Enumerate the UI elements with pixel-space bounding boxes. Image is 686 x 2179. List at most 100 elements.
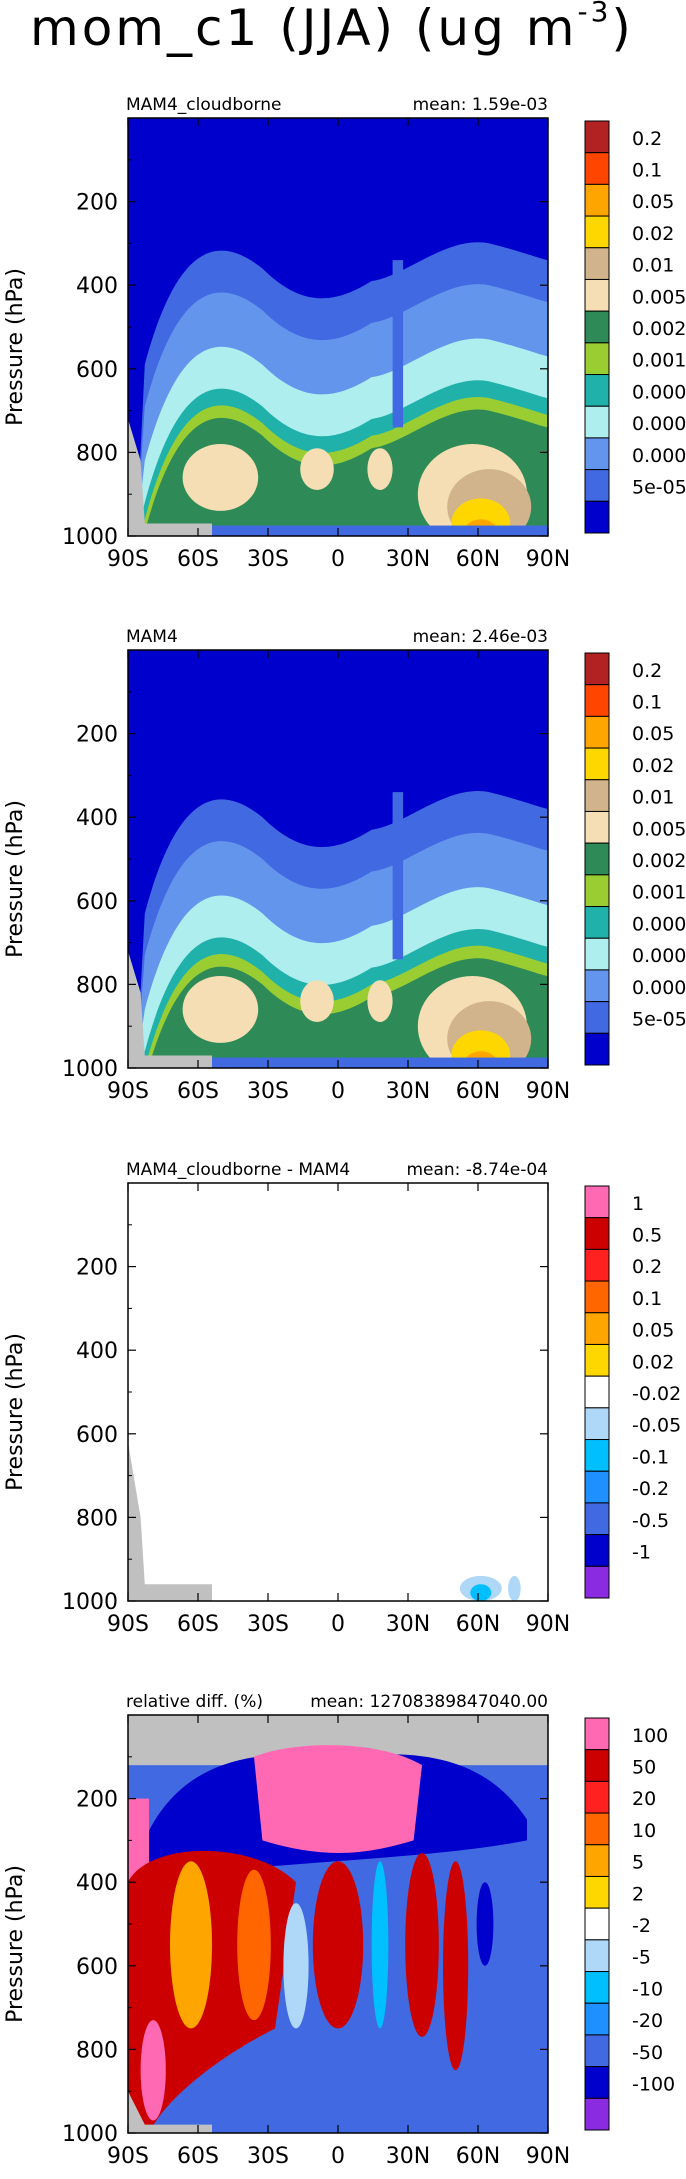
y-tick-label: 800 bbox=[76, 2038, 118, 2063]
panel-field bbox=[128, 1715, 548, 2133]
y-tick-label: 200 bbox=[76, 191, 118, 216]
field-blob bbox=[300, 448, 334, 491]
colorbar-label: 1 bbox=[632, 1193, 644, 1215]
colorbar-label: 2 bbox=[632, 1883, 644, 1905]
colorbar-box bbox=[584, 715, 610, 749]
y-tick-label: 400 bbox=[76, 1871, 118, 1896]
colorbar-box bbox=[584, 247, 610, 280]
colorbar-box bbox=[584, 437, 610, 471]
y-tick-label: 400 bbox=[76, 1339, 118, 1364]
colorbar-label: -100 bbox=[632, 2073, 675, 2095]
colorbar-box bbox=[584, 1343, 610, 1377]
field-spike bbox=[392, 260, 404, 428]
colorbar-box bbox=[584, 310, 610, 344]
field-blob bbox=[170, 1861, 212, 2029]
colorbar-label: -10 bbox=[632, 1978, 663, 2000]
colorbar-box bbox=[584, 1534, 610, 1567]
field-topography bbox=[128, 2091, 212, 2133]
field-blob bbox=[371, 1861, 389, 2029]
y-tick-label: 200 bbox=[76, 723, 118, 748]
x-tick-label: 60S bbox=[177, 2144, 219, 2169]
colorbar-label: -0.05 bbox=[632, 1415, 681, 1437]
x-tick-label: 90S bbox=[107, 1079, 149, 1104]
colorbar-box bbox=[584, 1280, 610, 1314]
colorbar-label: 0.0001 bbox=[632, 977, 686, 999]
panel-2: MAM4 mean: 2.46e-03 90S 60S 30S 0 30N 60N 90N 200… bbox=[3, 627, 686, 1104]
colorbar-label: 0.05 bbox=[632, 191, 674, 213]
colorbar-label: -50 bbox=[632, 2042, 663, 2064]
colorbar-box bbox=[584, 405, 610, 439]
field-blob bbox=[182, 444, 259, 511]
x-tick-label: 60N bbox=[456, 2144, 500, 2169]
colorbar-box bbox=[584, 1971, 610, 2004]
x-tick-label: 60S bbox=[177, 1612, 219, 1637]
x-tick-label: 60N bbox=[456, 1612, 500, 1637]
colorbar-label: -0.5 bbox=[632, 1510, 669, 1532]
x-tick-label: 60S bbox=[177, 1079, 219, 1104]
colorbar-box bbox=[584, 1749, 610, 1782]
y-tick-label: 600 bbox=[76, 1955, 118, 1980]
colorbar-label: 0.002 bbox=[632, 318, 686, 340]
x-tick-label: 90S bbox=[107, 547, 149, 572]
panel-1: MAM4_cloudborne mean: 1.59e-03 90S 60S 30S 0 3… bbox=[3, 95, 686, 572]
y-tick-label: 1000 bbox=[62, 2122, 118, 2147]
colorbar-box bbox=[584, 1907, 610, 1941]
x-tick-label: 30S bbox=[247, 1612, 289, 1637]
colorbar-label: 0.1 bbox=[632, 692, 662, 714]
panel-field bbox=[128, 650, 548, 1068]
y-tick-label: 600 bbox=[76, 358, 118, 383]
y-tick-label: 800 bbox=[76, 441, 118, 466]
x-tick-label: 0 bbox=[331, 1612, 345, 1637]
colorbar-label: 0.2 bbox=[632, 1256, 662, 1278]
colorbar-box bbox=[584, 1844, 610, 1877]
x-tick-label: 90S bbox=[107, 1612, 149, 1637]
panel-4: relative diff. (%) mean: 12708389847040.0… bbox=[3, 1692, 675, 2169]
colorbar-box bbox=[584, 1001, 610, 1034]
field-band bbox=[128, 1798, 149, 1883]
colorbar-label: 0.001 bbox=[632, 350, 686, 372]
colorbar-label: 0.1 bbox=[632, 160, 662, 182]
panel-3: MAM4_cloudborne - MAM4 mean: -8.74e-04 90S… bbox=[3, 1160, 681, 1637]
colorbar-label: -1 bbox=[632, 1541, 651, 1563]
y-tick-label: 800 bbox=[76, 1506, 118, 1531]
panels: MAM4_cloudborne mean: 1.59e-03 90S 60S 30S 0 3… bbox=[3, 95, 686, 2169]
colorbar-label: -0.2 bbox=[632, 1478, 669, 1500]
colorbar-label: 0.1 bbox=[632, 1288, 662, 1310]
x-tick-label: 0 bbox=[331, 2144, 345, 2169]
y-axis-label: Pressure (hPa) bbox=[3, 800, 28, 958]
x-tick-label: 90N bbox=[526, 1612, 570, 1637]
colorbar-box bbox=[584, 1312, 610, 1345]
colorbar-label: -2 bbox=[632, 1915, 651, 1937]
y-axis-label: Pressure (hPa) bbox=[3, 1865, 28, 2023]
colorbar-box bbox=[584, 1217, 610, 1250]
field-blob bbox=[470, 1584, 492, 1601]
field-blob bbox=[182, 976, 259, 1043]
colorbar-label: 0.2 bbox=[632, 128, 662, 150]
y-tick-label: 400 bbox=[76, 274, 118, 299]
page-title-sup: -3 bbox=[577, 0, 611, 28]
colorbar-box bbox=[584, 500, 610, 534]
colorbar-label: 0.02 bbox=[632, 1351, 674, 1373]
colorbar-box bbox=[584, 1717, 610, 1751]
x-tick-label: 90N bbox=[526, 2144, 570, 2169]
y-tick-label: 1000 bbox=[62, 525, 118, 550]
colorbar-box bbox=[584, 1407, 610, 1441]
colorbar-label: 0.002 bbox=[632, 850, 686, 872]
field-blob bbox=[367, 448, 393, 491]
colorbar-label: 0.005 bbox=[632, 818, 686, 840]
field-blob bbox=[237, 1869, 271, 2021]
x-tick-label: 60S bbox=[177, 547, 219, 572]
x-tick-label: 60N bbox=[456, 1079, 500, 1104]
field-blob bbox=[300, 980, 334, 1023]
field-blob bbox=[405, 1852, 439, 2037]
panel-field bbox=[128, 118, 548, 536]
colorbar-box bbox=[584, 120, 610, 154]
colorbar-box bbox=[584, 1439, 610, 1472]
colorbar-box bbox=[584, 183, 610, 217]
colorbar-box bbox=[584, 1248, 610, 1282]
panel-mean: mean: 12708389847040.00 bbox=[310, 1692, 548, 1712]
y-tick-label: 600 bbox=[76, 890, 118, 915]
colorbar-box bbox=[584, 969, 610, 1003]
